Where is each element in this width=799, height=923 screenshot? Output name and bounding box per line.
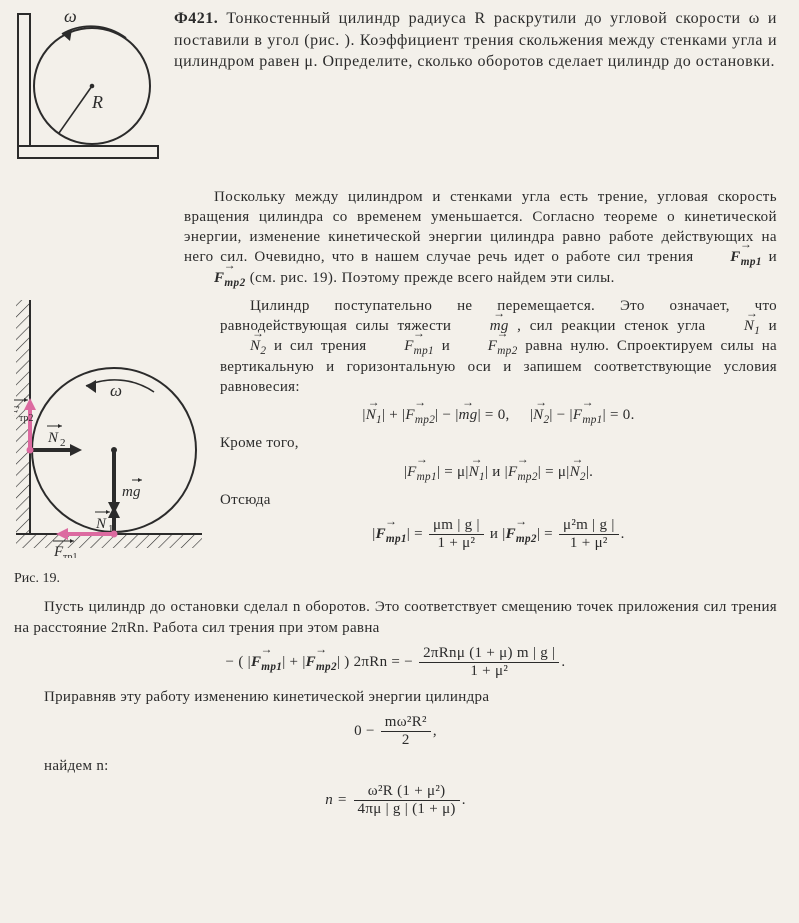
otsuda: Отсюда [220,490,777,510]
vec-Ftr1b: Fтр1 [374,336,434,356]
solution-continued: Пусть цилиндр до остановки сделал n обор… [14,597,777,817]
eq-3: |Fтр1| = μm | g | 1 + μ² и |Fтр2| = μ²m … [220,518,777,551]
para-3: Пусть цилиндр до остановки сделал n обор… [14,597,777,638]
para-5: найдем n: [14,756,777,776]
vec-Ftr2b: Fтр2 [458,336,518,356]
figure-1: R ω [14,8,160,169]
solution-intro: Поскольку между цилиндром и стенками угл… [184,187,777,288]
svg-text:ω: ω [110,381,122,400]
para-4: Приравняв эту работу изменению кинетичес… [14,687,777,707]
fig1-omega-label: ω [64,8,77,26]
para-2: Цилиндр поступательно не перемещается. Э… [220,296,777,397]
vec-N2: N2 [220,336,266,356]
svg-text:тр1: тр1 [63,552,78,558]
figure-2-column: ω m g N 2 F тр2 [14,296,204,589]
problem-statement: Ф421. Тонкостенный цилиндр радиуса R рас… [174,8,777,73]
eq-6: n = ω²R (1 + μ²) 4πμ | g | (1 + μ) . [14,784,777,817]
figure-2-svg: ω m g N 2 F тр2 [14,296,204,558]
svg-text:g: g [133,484,141,500]
solution-body: ω m g N 2 F тр2 [14,296,777,589]
eq-2: |Fтр1| = μ|N1| и |Fтр2| = μ|N2|. [220,462,777,482]
problem-row: R ω Ф421. Тонкостенный цилиндр радиуса R… [14,8,777,169]
eq-4: − ( |Fтр1| + |Fтр2| ) 2πRn = − 2πRnμ (1 … [14,646,777,679]
svg-text:N: N [47,430,59,446]
svg-text:тр2: тр2 [19,413,34,424]
eq-1: |N1| + |Fтр2| − |mg| = 0, |N2| − |Fтр1| … [220,405,777,425]
eq-5: 0 − mω²R² 2 , [14,715,777,748]
svg-text:m: m [122,484,133,500]
figure-1-svg: R ω [14,8,160,162]
problem-text: Тонкостенный цилиндр радиуса R раскрутил… [174,10,777,70]
vec-Ftr1: Fтр1 [700,247,762,267]
figure-2-caption: Рис. 19. [14,570,204,589]
vec-N1: N1 [714,316,760,336]
solution-text: Цилиндр поступательно не перемещается. Э… [220,296,777,559]
fig1-R-label: R [91,92,103,112]
intro-para: Поскольку между цилиндром и стенками угл… [184,187,777,288]
page: R ω Ф421. Тонкостенный цилиндр радиуса R… [0,0,799,849]
svg-text:2: 2 [60,437,66,449]
svg-text:N: N [95,516,107,532]
problem-number: Ф421. [174,10,218,27]
krome-togo: Кроме того, [220,433,777,453]
vec-Ftr2: Fтр2 [184,268,246,288]
